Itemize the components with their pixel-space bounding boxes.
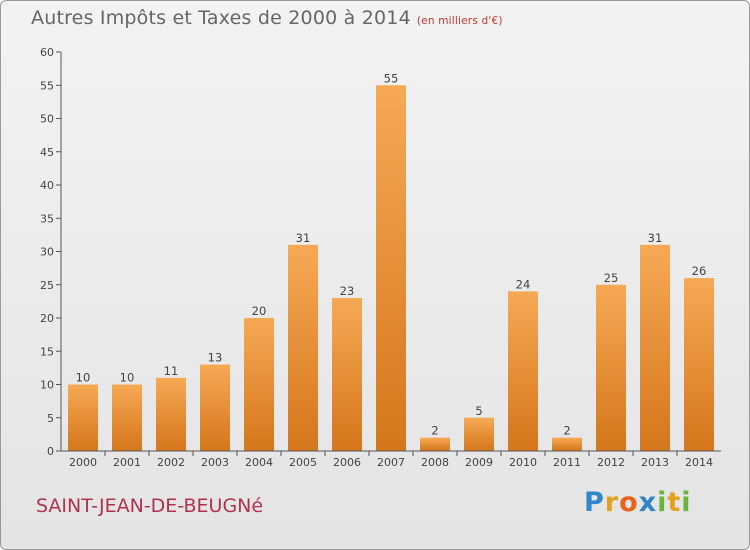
bar-value-label: 2 xyxy=(563,424,570,438)
y-tick-label: 35 xyxy=(40,212,54,225)
bar-value-label: 13 xyxy=(208,351,223,365)
x-tick-label: 2012 xyxy=(597,456,625,469)
y-tick-label: 45 xyxy=(40,146,54,159)
chart-title-text: Autres Impôts et Taxes de 2000 à 2014 xyxy=(31,7,411,29)
bar-value-label: 5 xyxy=(475,404,482,418)
bar-value-label: 31 xyxy=(296,231,311,245)
bar-2000 xyxy=(68,384,98,451)
bar-2014 xyxy=(684,278,714,451)
place-name: SAINT-JEAN-DE-BEUGNé xyxy=(36,495,264,517)
chart-title: Autres Impôts et Taxes de 2000 à 2014 (en… xyxy=(31,7,503,29)
x-tick-label: 2005 xyxy=(289,456,317,469)
bar-2008 xyxy=(420,437,450,451)
bar-2001 xyxy=(112,384,142,451)
x-tick-label: 2009 xyxy=(465,456,493,469)
chart-unit: (en milliers d'€) xyxy=(416,15,503,27)
x-tick-label: 2004 xyxy=(245,456,273,469)
x-axis: 2000 2001 2002 2003 2004 2005 2006 2007 2008 2009… xyxy=(61,450,721,469)
bar-2002 xyxy=(156,377,186,451)
bar-2011 xyxy=(552,437,582,451)
bar-2004 xyxy=(244,318,274,451)
bar-2013 xyxy=(640,244,670,451)
bar-2009 xyxy=(464,417,494,451)
bar-2003 xyxy=(200,364,230,451)
bar-2006 xyxy=(332,298,362,451)
y-axis: 0 5 10 15 20 25 30 35 40 45 50 55 60 xyxy=(40,46,62,458)
y-tick-label: 20 xyxy=(40,312,54,325)
y-tick-label: 60 xyxy=(40,46,54,59)
y-tick-label: 40 xyxy=(40,179,54,192)
bar-value-label: 24 xyxy=(516,277,531,291)
bar-2005 xyxy=(288,244,318,451)
x-tick-label: 2000 xyxy=(69,456,97,469)
proxiti-logo[interactable]: Proxiti xyxy=(584,487,692,518)
x-tick-label: 2008 xyxy=(421,456,449,469)
x-tick-label: 2002 xyxy=(157,456,185,469)
y-tick-label: 10 xyxy=(40,379,54,392)
y-tick-label: 30 xyxy=(40,246,54,259)
y-tick-label: 5 xyxy=(47,412,54,425)
bar-value-label: 20 xyxy=(252,304,267,318)
x-tick-label: 2001 xyxy=(113,456,141,469)
bar-value-label: 10 xyxy=(76,371,91,385)
bar-value-label: 23 xyxy=(340,284,355,298)
bar-value-label: 2 xyxy=(431,424,438,438)
y-tick-label: 15 xyxy=(40,345,54,358)
x-tick-label: 2011 xyxy=(553,456,581,469)
x-tick-label: 2010 xyxy=(509,456,537,469)
bar-value-label: 25 xyxy=(604,271,619,285)
y-tick-label: 50 xyxy=(40,113,54,126)
y-tick-label: 55 xyxy=(40,79,54,92)
x-tick-label: 2006 xyxy=(333,456,361,469)
x-tick-label: 2007 xyxy=(377,456,405,469)
bar-2007 xyxy=(376,85,406,451)
bar-value-label: 55 xyxy=(384,71,399,85)
bar-value-label: 26 xyxy=(692,264,707,278)
bar-2010 xyxy=(508,291,538,451)
bar-value-label: 10 xyxy=(120,371,135,385)
bar-value-label: 31 xyxy=(648,231,663,245)
bar-2012 xyxy=(596,284,626,451)
x-tick-label: 2003 xyxy=(201,456,229,469)
y-tick-label: 0 xyxy=(47,445,54,458)
x-tick-label: 2013 xyxy=(641,456,669,469)
x-tick-label: 2014 xyxy=(685,456,713,469)
y-tick-label: 25 xyxy=(40,279,54,292)
bar-value-label: 11 xyxy=(164,364,179,378)
